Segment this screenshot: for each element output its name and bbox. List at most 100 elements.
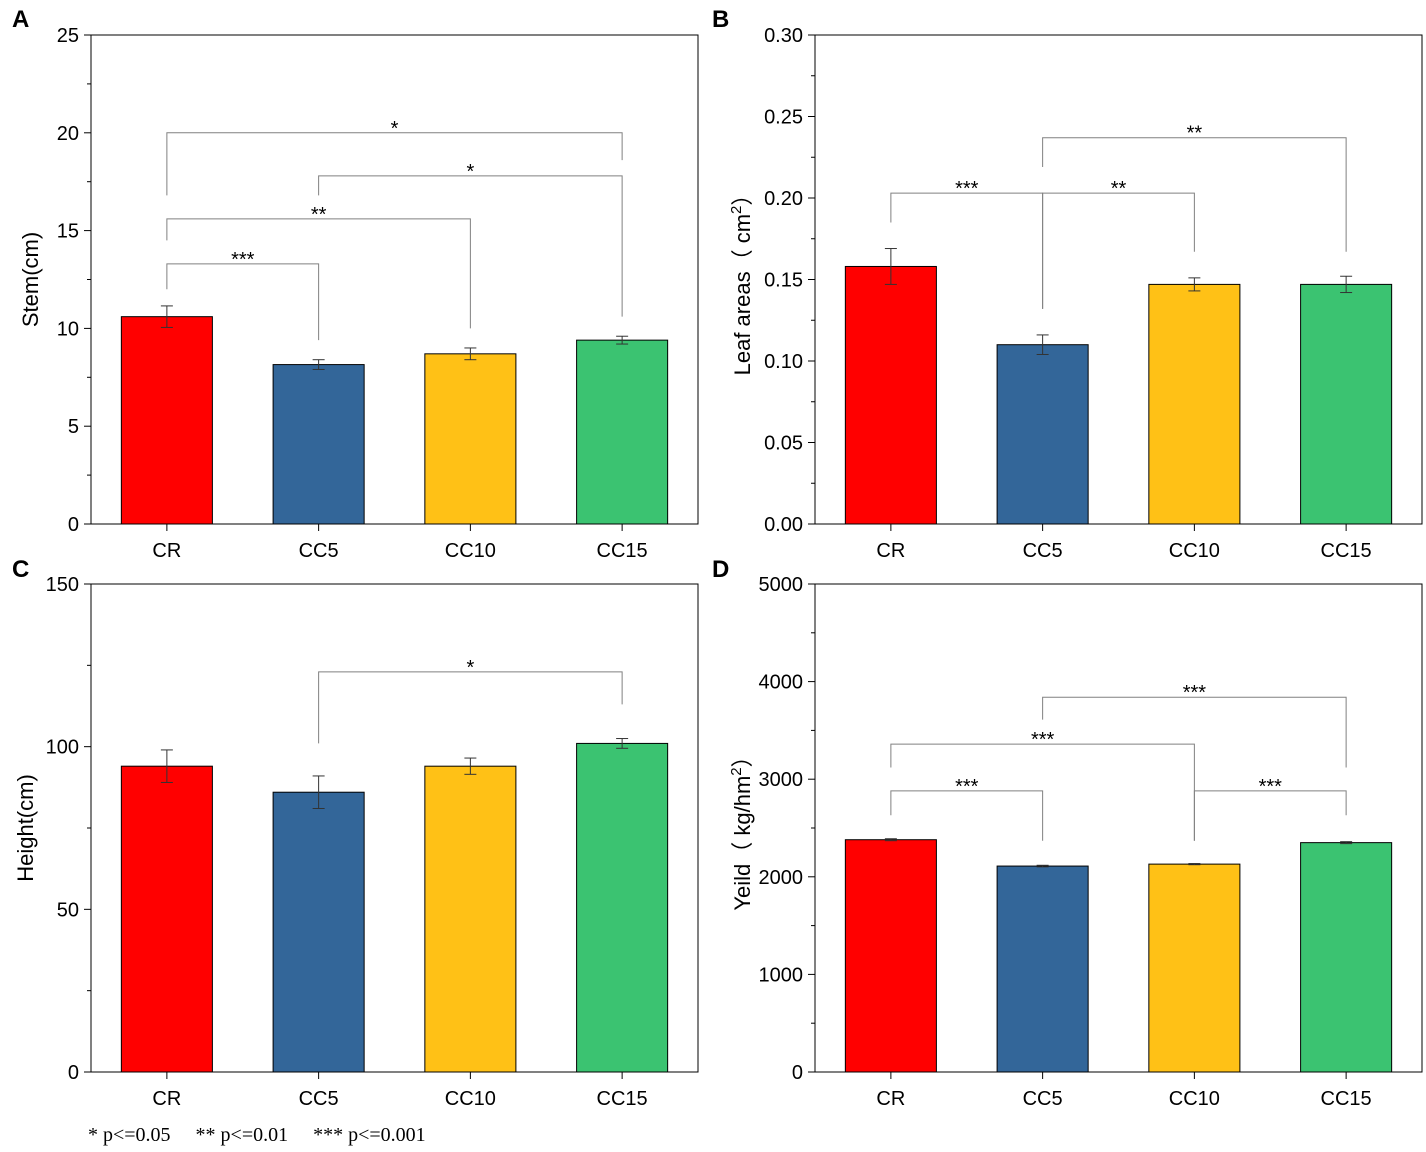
y-tick-label: 150 xyxy=(46,574,79,596)
significance-bracket: *** xyxy=(1193,776,1347,841)
significance-bracket: ** xyxy=(1042,123,1347,252)
significance-bracket: * xyxy=(166,118,623,196)
significance-label: ** xyxy=(1187,123,1203,145)
x-tick-label: CC5 xyxy=(1023,540,1063,562)
significance-label: *** xyxy=(1183,682,1207,704)
bar-cr xyxy=(844,265,937,525)
y-tick-label: 0.10 xyxy=(764,351,803,373)
panel-label-d: D xyxy=(712,556,730,583)
significance-line xyxy=(166,132,623,196)
significance-bracket: * xyxy=(318,657,623,744)
x-tick-label: CR xyxy=(876,1088,905,1110)
x-tick-label: CC15 xyxy=(1321,1088,1372,1110)
y-tick-label: 0.00 xyxy=(764,514,803,536)
significance-label: *** xyxy=(1031,729,1055,751)
x-tick-label: CC5 xyxy=(1023,1088,1063,1110)
y-tick-label: 0.25 xyxy=(764,107,803,129)
y-axis-label-text: Leaf areas（ cm xyxy=(730,214,755,375)
significance-bracket: *** xyxy=(1042,682,1347,768)
y-axis-label-text: Yeild（ kg/hm xyxy=(730,776,755,911)
significance-line xyxy=(890,790,1044,841)
panel-label-a: A xyxy=(12,6,30,33)
y-tick-label: 2000 xyxy=(759,867,804,889)
bar-cc5 xyxy=(272,791,365,1073)
y-tick-label: 25 xyxy=(57,25,79,47)
significance-line xyxy=(1193,790,1347,841)
y-tick-label: 4000 xyxy=(759,672,804,694)
bar-cc5 xyxy=(996,865,1089,1073)
x-tick-label: CC10 xyxy=(1169,540,1220,562)
y-tick-label: 5 xyxy=(68,416,79,438)
y-axis-label: Stem(cm) xyxy=(18,232,43,327)
bar-cc10 xyxy=(1148,863,1241,1073)
y-axis-label-close: ） xyxy=(730,184,755,206)
bar-cc5 xyxy=(272,364,365,525)
bar-cc15 xyxy=(1300,842,1393,1073)
x-tick-label: CR xyxy=(152,1088,181,1110)
y-axis-label: Leaf areas（ cm2） xyxy=(728,184,755,376)
significance-label: *** xyxy=(231,249,255,271)
significance-label: *** xyxy=(955,178,979,200)
bar-cr xyxy=(120,765,213,1073)
y-tick-label: 0.30 xyxy=(764,25,803,47)
bar-cc15 xyxy=(576,339,669,525)
y-axis-label: Height(cm) xyxy=(13,774,38,882)
significance-line xyxy=(1042,192,1195,309)
chart-d-yield: 0 1000 2000 3000 4000 5000 Yeild（ kg/hm2） CR CC5… xyxy=(728,574,1423,1110)
y-tick-label: 0.05 xyxy=(764,433,803,455)
significance-line xyxy=(166,263,320,341)
significance-label: *** xyxy=(1259,776,1283,798)
x-tick-label: CC15 xyxy=(597,540,648,562)
y-tick-label: 0 xyxy=(792,1062,803,1084)
y-axis-label: Yeild（ kg/hm2） xyxy=(728,745,755,910)
bar-cc15 xyxy=(576,742,669,1073)
y-axis-label-superscript: 2 xyxy=(728,206,745,214)
y-tick-label: 0.20 xyxy=(764,188,803,210)
significance-label: ** xyxy=(311,204,327,226)
y-tick-label: 10 xyxy=(57,318,79,340)
y-tick-label: 3000 xyxy=(759,769,804,791)
bar-cr xyxy=(844,839,937,1073)
panel-label-c: C xyxy=(12,556,30,583)
y-tick-label: 0.15 xyxy=(764,270,803,292)
y-tick-label: 50 xyxy=(57,899,79,921)
bar-cr xyxy=(120,316,213,525)
bar-cc10 xyxy=(424,765,517,1073)
y-axis-label-close: ） xyxy=(730,745,755,767)
chart-b-leaf-areas: 0.00 0.05 0.10 0.15 0.20 0.25 0.30 Leaf areas（ … xyxy=(728,25,1423,562)
significance-label: *** xyxy=(955,776,979,798)
significance-line xyxy=(166,218,471,329)
significance-label: * xyxy=(391,118,399,140)
significance-line xyxy=(318,175,623,317)
significance-footnote: * p<=0.05 ** p<=0.01 *** p<=0.001 xyxy=(88,1124,426,1146)
chart-c-height: 0 50 100 150 Height(cm) CR CC5 CC10 CC15 * xyxy=(13,574,699,1110)
y-tick-label: 20 xyxy=(57,123,79,145)
bar-cc10 xyxy=(424,353,517,525)
y-tick-label: 0 xyxy=(68,514,79,536)
y-tick-label: 5000 xyxy=(759,574,804,596)
significance-bracket: ** xyxy=(166,204,471,329)
y-axis-label-superscript: 2 xyxy=(728,767,745,775)
y-tick-label: 1000 xyxy=(759,964,804,986)
bar-cc5 xyxy=(996,344,1089,525)
x-tick-label: CR xyxy=(152,540,181,562)
significance-line xyxy=(1042,696,1347,768)
panel-label-b: B xyxy=(712,6,730,33)
significance-bracket: ** xyxy=(1042,178,1195,309)
x-tick-label: CC15 xyxy=(1321,540,1372,562)
x-tick-label: CC10 xyxy=(445,1088,496,1110)
significance-line xyxy=(1042,137,1347,252)
significance-bracket: * xyxy=(318,161,623,317)
significance-label: * xyxy=(466,657,474,679)
bar-cc10 xyxy=(1148,283,1241,525)
x-tick-label: CC5 xyxy=(299,540,339,562)
significance-label: * xyxy=(466,161,474,183)
y-tick-label: 100 xyxy=(46,737,79,759)
y-axis-label-text: Height(cm) xyxy=(13,774,38,882)
bar-cc15 xyxy=(1300,283,1393,525)
significance-bracket: *** xyxy=(166,249,320,341)
x-tick-label: CC10 xyxy=(445,540,496,562)
significance-label: ** xyxy=(1111,178,1127,200)
